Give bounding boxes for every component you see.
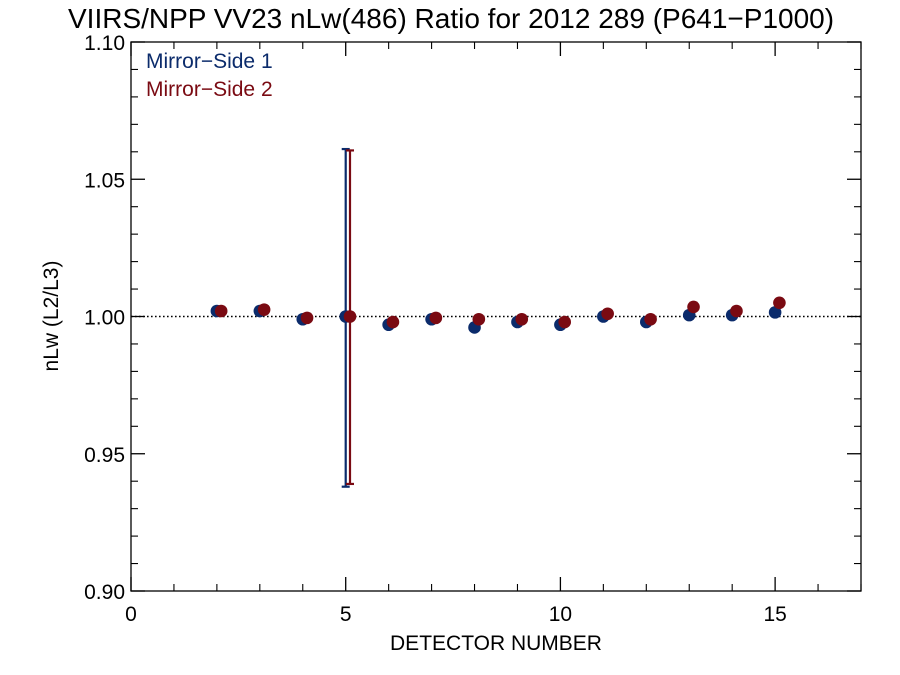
chart-title: VIIRS/NPP VV23 nLw(486) Ratio for 2012 2… <box>68 3 834 34</box>
y-tick-label: 1.10 <box>84 32 125 55</box>
mirror-side-2-point <box>730 304 743 318</box>
mirror-side-2-point <box>214 304 228 318</box>
mirror-side-2-point <box>257 303 271 316</box>
y-tick-label: 1.05 <box>84 169 125 192</box>
axis-tick-labels: 0 5 10 15 0.90 0.95 1.00 1.05 1.10 <box>84 32 787 626</box>
x-tick-label: 15 <box>763 603 786 626</box>
mirror-side-2-point <box>429 311 443 325</box>
data-points <box>210 296 786 334</box>
legend: Mirror−Side 1 Mirror−Side 2 <box>146 50 273 101</box>
y-tick-label: 0.90 <box>84 581 125 604</box>
mirror-side-2-point <box>601 307 614 321</box>
y-axis-label: nLw (L2/L3) <box>40 261 63 372</box>
mirror-side-2-point <box>773 296 786 310</box>
x-tick-label: 0 <box>125 603 137 626</box>
axis-ticks <box>130 41 862 592</box>
mirror-side-2-point <box>687 300 700 314</box>
mirror-side-2-point <box>644 312 657 326</box>
mirror-side-2-point <box>343 310 357 323</box>
legend-entry-mirror-side-2: Mirror−Side 2 <box>146 78 273 101</box>
mirror-side-2-point <box>515 312 529 326</box>
mirror-side-2-point <box>472 312 486 326</box>
mirror-side-2-point <box>558 315 572 329</box>
legend-entry-mirror-side-1: Mirror−Side 1 <box>146 50 273 73</box>
x-tick-label: 5 <box>340 603 352 626</box>
mirror-side-2-point <box>386 315 400 329</box>
x-tick-label: 10 <box>549 603 572 626</box>
mirror-side-1-point <box>768 306 782 319</box>
y-tick-label: 0.95 <box>84 444 125 467</box>
mirror-side-2-point <box>300 311 314 325</box>
x-axis-label: DETECTOR NUMBER <box>390 632 602 655</box>
y-tick-label: 1.00 <box>84 307 125 330</box>
